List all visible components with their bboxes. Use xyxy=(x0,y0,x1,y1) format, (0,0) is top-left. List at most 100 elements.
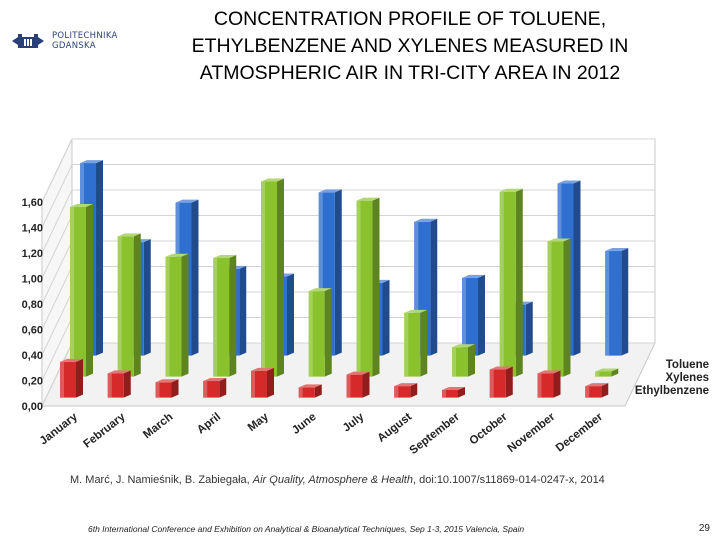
x-tick-label: May xyxy=(246,411,271,435)
bar-top xyxy=(261,178,284,182)
bar-top xyxy=(70,204,93,208)
page-number: 29 xyxy=(698,523,710,534)
gridline-side xyxy=(41,342,73,407)
bar-xylenes-april xyxy=(213,255,237,377)
bar-top xyxy=(547,238,571,242)
bar-side xyxy=(505,366,513,398)
bar-side xyxy=(430,218,438,356)
bar-side xyxy=(76,358,83,398)
bar-top xyxy=(213,255,237,259)
y-tick-label: 0,20 xyxy=(22,376,43,388)
bar-side xyxy=(123,370,131,398)
bar-xylenes-june xyxy=(308,288,332,377)
bar-front xyxy=(298,387,315,398)
bar-side xyxy=(239,265,247,356)
bar-ethylbenzene-july xyxy=(346,371,370,398)
y-tick-label: 1,40 xyxy=(22,223,43,235)
bar-xylenes-september xyxy=(452,344,475,377)
bar-highlight xyxy=(70,207,74,377)
gridline-side xyxy=(41,240,73,305)
x-tick-label: August xyxy=(375,411,414,445)
bar-ethylbenzene-january xyxy=(60,358,83,398)
bar-highlight xyxy=(261,181,265,377)
bar-top xyxy=(203,378,227,382)
logo-line-2: GDANSKA xyxy=(52,41,96,51)
y-tick-label: 1,60 xyxy=(22,197,43,209)
x-tick-label: November xyxy=(506,411,558,455)
x-tick-label: June xyxy=(290,411,319,437)
bar-xylenes-january xyxy=(70,204,93,377)
logo-line-1: POLITECHNIKA xyxy=(52,31,118,41)
bar-highlight xyxy=(547,241,552,377)
gridline-side xyxy=(41,164,73,228)
bar-top xyxy=(442,386,465,390)
bar-xylenes-november xyxy=(547,238,571,377)
bar-side xyxy=(515,188,523,377)
bar-top xyxy=(462,274,485,278)
bar-side xyxy=(372,197,380,377)
bar-side xyxy=(267,367,274,398)
citation-journal: Air Quality, Atmosphere & Health xyxy=(252,474,413,486)
bar-toluene-december xyxy=(605,248,629,356)
bar-highlight xyxy=(537,373,542,398)
bar-top xyxy=(107,370,131,374)
bar-highlight xyxy=(356,200,361,377)
bar-side xyxy=(410,383,418,398)
bar-top xyxy=(595,368,619,372)
bar-side xyxy=(553,370,561,398)
title-line-1: CONCENTRATION PROFILE OF TOLUENE, xyxy=(213,8,607,30)
bar-side xyxy=(171,379,179,398)
bar-highlight xyxy=(155,382,160,398)
bar-top xyxy=(404,309,428,313)
bar-highlight xyxy=(394,386,399,398)
bar-highlight xyxy=(585,386,590,398)
bar-highlight xyxy=(595,371,600,377)
university-crest-icon xyxy=(12,34,44,48)
gridline-side xyxy=(41,266,73,330)
bar-side xyxy=(287,273,294,356)
bar-front xyxy=(442,389,458,398)
bar-highlight xyxy=(462,277,466,356)
bar-highlight xyxy=(203,381,208,398)
bar-front xyxy=(585,386,602,398)
bar-xylenes-october xyxy=(499,188,523,377)
gridline-side xyxy=(41,317,73,381)
bar-ethylbenzene-april xyxy=(203,378,227,398)
bar-side xyxy=(362,371,370,398)
bar-highlight xyxy=(452,347,456,377)
bar-side xyxy=(191,199,199,356)
x-tick-label: January xyxy=(38,411,81,448)
bar-ethylbenzene-december xyxy=(585,383,609,398)
bar-xylenes-may xyxy=(261,178,284,377)
university-logo: POLITECHNIKA GDANSKA xyxy=(8,28,118,54)
title-line-3: ATMOSPHERIC AIR IN TRI-CITY AREA IN 2012 xyxy=(199,62,621,84)
bar-highlight xyxy=(298,387,303,398)
y-tick-label: 1,20 xyxy=(22,248,43,260)
bar-side xyxy=(277,178,284,377)
bar-highlight xyxy=(346,374,351,398)
bar-highlight xyxy=(605,251,610,356)
bar-front xyxy=(394,386,411,398)
bar-highlight xyxy=(489,369,494,398)
bar-highlight xyxy=(308,291,313,377)
bar-side xyxy=(324,288,332,377)
bar-ethylbenzene-may xyxy=(251,367,274,398)
series-label: Xylenes xyxy=(666,372,709,384)
gridline-side xyxy=(41,189,73,254)
bar-top xyxy=(80,160,103,164)
bar-highlight xyxy=(117,236,122,377)
bar-highlight xyxy=(107,373,112,398)
bar-top xyxy=(489,366,513,370)
x-tick-label: February xyxy=(81,411,128,451)
bar-xylenes-july xyxy=(356,197,380,377)
x-tick-label: December xyxy=(554,411,606,455)
bar-side xyxy=(96,160,103,356)
bar-top xyxy=(251,367,274,371)
y-tick-label: 0,00 xyxy=(22,401,43,413)
bar-highlight xyxy=(251,370,255,398)
bar-side xyxy=(621,248,629,356)
bar-side xyxy=(382,279,390,356)
bar-side xyxy=(563,238,571,377)
bar-top xyxy=(394,383,418,387)
bar-side xyxy=(314,384,322,398)
